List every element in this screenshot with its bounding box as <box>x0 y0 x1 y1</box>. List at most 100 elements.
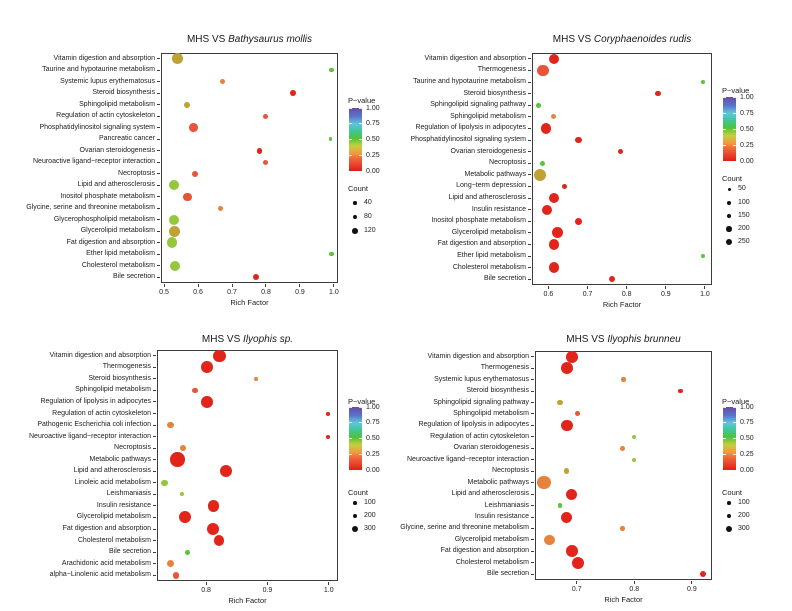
y-tick-mark <box>531 379 534 381</box>
pvalue-gradient-tick <box>349 406 352 408</box>
y-tick-mark <box>157 115 160 117</box>
count-legend-dot <box>725 238 733 246</box>
y-tick-mark <box>528 255 531 257</box>
panel-title-prefix: MHS VS <box>552 34 594 45</box>
y-tick-mark <box>531 493 534 495</box>
y-tick-mark <box>528 116 531 118</box>
y-tick-mark <box>528 243 531 245</box>
y-tick-mark <box>153 574 156 576</box>
category-label: Vitamin digestion and absorption <box>427 352 529 360</box>
y-tick-mark <box>153 551 156 553</box>
category-label: Steroid biosynthesis <box>92 89 155 97</box>
category-label: Insulin resistance <box>471 205 526 213</box>
y-tick-mark <box>528 232 531 234</box>
data-bubble <box>571 556 584 569</box>
category-label: Bile secretion <box>486 570 529 578</box>
y-tick-mark <box>153 389 156 391</box>
category-label: Neuroactive ligand−receptor interaction <box>29 432 151 440</box>
pvalue-gradient-tick <box>723 160 726 162</box>
data-bubble <box>608 276 615 283</box>
plot-area <box>161 53 338 283</box>
pvalue-gradient-tick <box>733 160 736 162</box>
data-bubble <box>557 399 563 406</box>
x-tick-mark <box>547 286 549 289</box>
data-bubble <box>218 205 224 211</box>
category-label: Lipid and atherosclerosis <box>73 467 151 475</box>
pvalue-tick-label: 1.00 <box>366 403 380 411</box>
pvalue-tick-label: 0.00 <box>366 167 380 175</box>
x-tick-label: 0.5 <box>159 289 169 296</box>
y-tick-mark <box>153 505 156 507</box>
category-label: Necroptosis <box>114 444 151 452</box>
data-bubble <box>620 445 626 451</box>
pvalue-gradient-tick <box>733 96 736 98</box>
pvalue-gradient-tick <box>359 453 362 455</box>
pvalue-gradient-tick <box>723 422 726 424</box>
pvalue-gradient-tick <box>359 123 362 125</box>
data-bubble <box>328 137 333 142</box>
data-bubble <box>535 102 541 108</box>
data-bubble <box>169 225 181 237</box>
count-legend-title: Count <box>722 174 743 183</box>
y-tick-mark <box>157 207 160 209</box>
x-axis-title: Rich Factor <box>228 596 267 605</box>
category-label: Regulation of lipolysis in adipocytes <box>418 421 529 429</box>
pvalue-gradient-tick <box>733 469 736 471</box>
data-bubble <box>549 193 560 203</box>
data-bubble <box>166 560 175 568</box>
data-bubble <box>533 168 547 181</box>
count-legend-label: 300 <box>738 525 750 532</box>
count-legend-dot <box>353 201 357 205</box>
category-label: Necroptosis <box>118 169 155 177</box>
data-bubble <box>551 227 564 239</box>
y-tick-mark <box>157 104 160 106</box>
pvalue-gradient-tick <box>359 154 362 156</box>
category-label: Ether lipid metabolism <box>457 252 526 259</box>
data-bubble <box>655 91 661 97</box>
data-bubble <box>179 445 186 452</box>
category-label: Glycine, serine and threonine metabolism <box>400 524 529 532</box>
data-bubble <box>172 53 183 65</box>
category-label: Bile secretion <box>108 548 151 556</box>
pvalue-gradient-tick <box>723 406 726 408</box>
x-tick-mark <box>626 286 628 289</box>
panel-title: MHS VS Ilyophis sp. <box>137 334 358 345</box>
data-bubble <box>183 192 192 201</box>
pvalue-tick-label: 1.00 <box>740 403 754 411</box>
category-label: Regulation of actin cytoskeleton <box>52 409 151 417</box>
count-legend-dot <box>352 526 358 532</box>
category-label: Bile secretion <box>112 273 155 281</box>
y-tick-mark <box>528 162 531 164</box>
panel-title-species: Ilyophis sp. <box>243 334 294 345</box>
pvalue-gradient-bar <box>349 108 362 171</box>
data-bubble <box>620 526 626 531</box>
y-tick-mark <box>531 413 534 415</box>
y-tick-mark <box>153 413 156 415</box>
y-tick-mark <box>157 230 160 232</box>
category-label: Sphingolipid metabolism <box>79 100 155 108</box>
y-tick-mark <box>531 505 534 507</box>
pvalue-legend-title: P−value <box>722 397 750 406</box>
y-tick-mark <box>153 424 156 426</box>
pvalue-tick-label: 0.50 <box>740 125 754 133</box>
data-bubble <box>537 476 551 490</box>
pvalue-legend-title: P−value <box>348 397 376 406</box>
data-bubble <box>621 377 626 382</box>
count-legend-dot <box>353 501 357 505</box>
category-label: Inositol phosphate metabolism <box>60 192 155 200</box>
pvalue-tick-label: 0.00 <box>740 466 754 474</box>
pvalue-gradient-tick <box>349 123 352 125</box>
category-label: Necroptosis <box>492 467 529 475</box>
data-bubble <box>574 136 582 144</box>
data-bubble <box>166 237 178 249</box>
pvalue-legend-title: P−value <box>348 96 376 105</box>
data-bubble <box>561 419 573 432</box>
pvalue-tick-label: 0.25 <box>740 450 754 458</box>
pvalue-gradient-tick <box>723 144 726 146</box>
y-tick-mark <box>531 402 534 404</box>
pvalue-gradient-tick <box>349 154 352 156</box>
y-tick-mark <box>153 516 156 518</box>
pvalue-gradient-tick <box>359 170 362 172</box>
pvalue-gradient-bar <box>723 407 736 470</box>
category-label: Vitamin digestion and absorption <box>53 54 155 62</box>
